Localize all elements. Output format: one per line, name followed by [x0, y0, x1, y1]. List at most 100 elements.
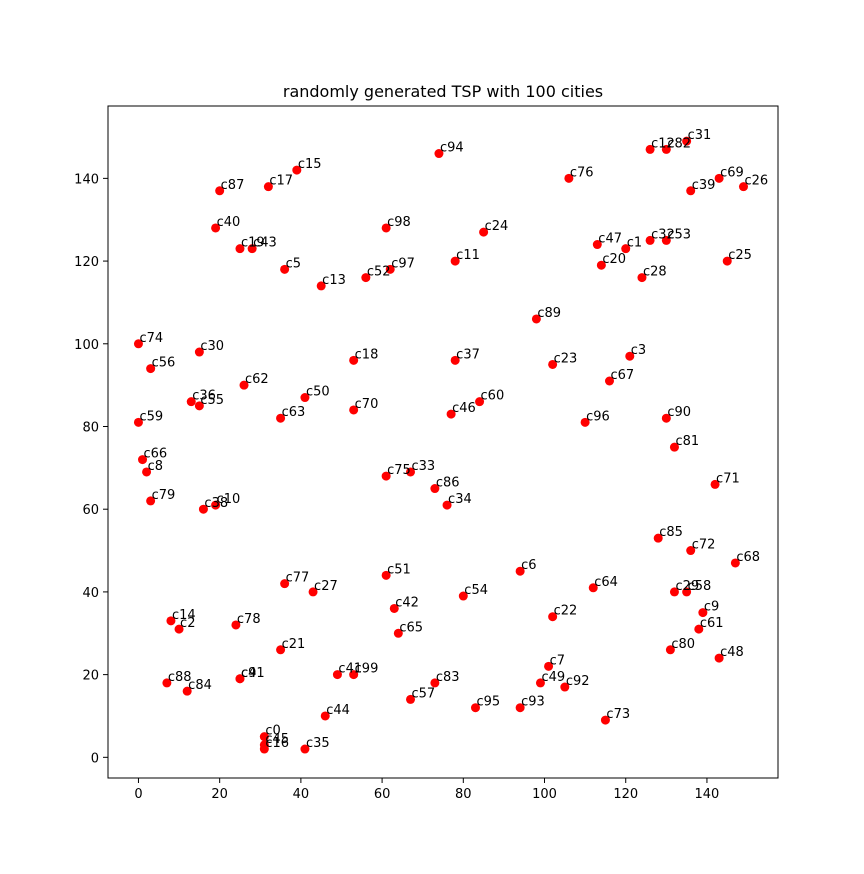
city-label-c1: c1 [627, 236, 642, 251]
city-point-c43 [247, 244, 257, 254]
city-point-c27 [308, 587, 318, 597]
city-label-c63: c63 [282, 405, 306, 420]
city-point-c62 [239, 380, 249, 390]
city-point-c46 [446, 409, 456, 419]
city-point-c23 [548, 359, 558, 369]
city-point-c90 [661, 413, 671, 423]
city-label-c5: c5 [286, 256, 301, 271]
city-point-c61 [694, 624, 704, 634]
city-point-c81 [669, 442, 679, 452]
city-point-c18 [349, 355, 359, 365]
city-point-c21 [276, 645, 286, 655]
city-label-c7: c7 [550, 653, 565, 668]
city-label-c41: c41 [338, 662, 362, 677]
city-point-c52 [361, 273, 371, 283]
city-point-c10 [211, 500, 221, 510]
city-label-c40: c40 [217, 215, 241, 230]
city-point-c78 [231, 620, 241, 630]
city-point-c76 [564, 173, 574, 183]
city-label-c19: c19 [241, 236, 265, 251]
city-point-c99 [349, 670, 359, 680]
city-point-c8 [142, 467, 152, 477]
plot-frame [107, 105, 779, 779]
city-label-c35: c35 [306, 736, 330, 751]
city-label-c34: c34 [448, 492, 472, 507]
city-point-c29 [669, 587, 679, 597]
y-tick-label: 0 [91, 751, 99, 766]
city-point-c79 [146, 496, 156, 506]
city-label-c16: c16 [265, 736, 289, 751]
axis-ticks: 0 20 40 60 80 100 120 140 0 20 40 60 80 100 120 140 [74, 172, 719, 802]
city-label-c53: c53 [667, 227, 691, 242]
city-label-c92: c92 [566, 674, 590, 689]
city-label-c97: c97 [391, 256, 415, 271]
city-point-c20 [596, 260, 606, 270]
city-point-c50 [300, 393, 310, 403]
city-label-c28: c28 [643, 265, 667, 280]
city-point-c22 [548, 612, 558, 622]
city-point-c54 [458, 591, 468, 601]
city-point-c37 [450, 355, 460, 365]
city-point-c69 [714, 173, 724, 183]
city-label-c83: c83 [436, 670, 460, 685]
city-label-c64: c64 [594, 575, 618, 590]
city-label-c38: c38 [204, 496, 228, 511]
city-point-c85 [653, 533, 663, 543]
city-point-c7 [544, 661, 554, 671]
city-point-c17 [263, 182, 273, 192]
city-point-c84 [182, 686, 192, 696]
city-label-c18: c18 [355, 347, 379, 362]
city-label-c12: c12 [651, 136, 675, 151]
city-point-c44 [320, 711, 330, 721]
city-point-c14 [166, 616, 176, 626]
city-label-c84: c84 [188, 678, 212, 693]
city-label-c2: c2 [180, 616, 195, 631]
city-label-c70: c70 [355, 397, 379, 412]
city-point-c60 [475, 397, 485, 407]
city-label-c50: c50 [306, 385, 330, 400]
city-label-c81: c81 [675, 434, 699, 449]
city-point-c89 [531, 314, 541, 324]
city-label-c74: c74 [139, 331, 163, 346]
x-tick-label: 120 [613, 787, 638, 802]
y-tick-label: 60 [82, 503, 99, 518]
city-label-c61: c61 [700, 616, 724, 631]
city-label-c93: c93 [521, 695, 545, 710]
city-label-c94: c94 [440, 141, 464, 156]
city-label-c47: c47 [598, 232, 622, 247]
city-label-c56: c56 [152, 356, 176, 371]
city-point-c92 [560, 682, 570, 692]
x-tick-label: 20 [211, 787, 228, 802]
city-label-c72: c72 [692, 538, 716, 553]
city-point-c59 [133, 417, 143, 427]
city-point-c9 [698, 608, 708, 618]
city-point-c67 [604, 376, 614, 386]
city-point-c49 [535, 678, 545, 688]
city-label-c85: c85 [659, 525, 683, 540]
city-point-c1 [621, 244, 631, 254]
city-point-c42 [389, 603, 399, 613]
city-point-c12 [645, 144, 655, 154]
city-label-c68: c68 [736, 550, 760, 565]
city-label-c0: c0 [265, 724, 280, 739]
x-tick-label: 140 [695, 787, 720, 802]
city-label-c96: c96 [586, 409, 610, 424]
city-label-c62: c62 [245, 372, 269, 387]
city-label-c17: c17 [269, 174, 293, 189]
city-point-c72 [686, 546, 696, 556]
city-point-c47 [592, 240, 602, 250]
city-point-c34 [442, 500, 452, 510]
city-label-c66: c66 [144, 447, 168, 462]
city-label-c10: c10 [217, 492, 241, 507]
city-label-c91: c91 [241, 666, 265, 681]
city-label-c32: c32 [651, 227, 675, 242]
x-tick-label: 60 [374, 787, 391, 802]
city-point-c31 [682, 136, 692, 146]
city-label-c3: c3 [631, 343, 646, 358]
city-label-c25: c25 [728, 248, 752, 263]
data-points [133, 136, 748, 754]
city-label-c80: c80 [671, 637, 695, 652]
city-point-c74 [133, 339, 143, 349]
x-tick-label: 0 [134, 787, 142, 802]
